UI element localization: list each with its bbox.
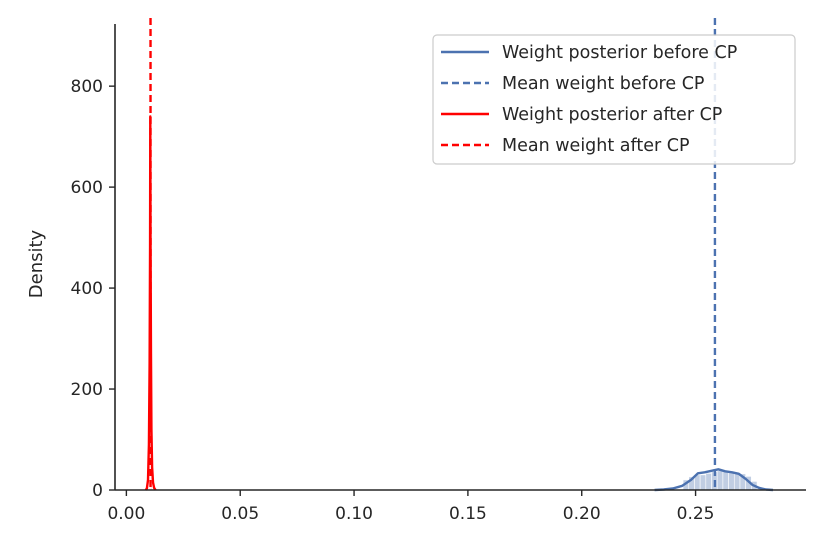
- histogram-bar: [722, 471, 729, 491]
- y-tick-label: 200: [71, 380, 103, 400]
- legend-box: [432, 34, 796, 165]
- kde-line: [654, 468, 774, 492]
- x-tick-label: 0.05: [221, 504, 259, 524]
- axes: 0.00 0.05 0.10 0.15 0.20 0.25 0 200 400 600 800 Den…: [26, 24, 806, 524]
- legend-label: Mean weight before CP: [502, 74, 704, 94]
- x-tick-label: 0.10: [335, 504, 373, 524]
- legend-label: Weight posterior before CP: [502, 43, 737, 63]
- legend: Weight posterior before CP Mean weight be…: [432, 34, 796, 165]
- histogram-bar: [733, 473, 741, 491]
- y-tick-label: 800: [71, 77, 103, 97]
- legend-label: Weight posterior after CP: [502, 105, 722, 125]
- histogram-bar: [716, 470, 724, 491]
- x-tick-label: 0.00: [107, 504, 145, 524]
- legend-label: Mean weight after CP: [502, 136, 690, 156]
- histogram-bar: [705, 473, 712, 491]
- histogram-bar: [728, 472, 735, 491]
- x-tick-label: 0.15: [449, 504, 487, 524]
- histogram-bar: [699, 474, 707, 491]
- y-tick-label: 600: [71, 178, 103, 198]
- x-tick-label: 0.25: [677, 504, 715, 524]
- y-tick-label: 0: [92, 481, 103, 501]
- y-tick-label: 400: [71, 279, 103, 299]
- y-axis-label: Density: [26, 229, 47, 298]
- x-tick-label: 0.20: [563, 504, 601, 524]
